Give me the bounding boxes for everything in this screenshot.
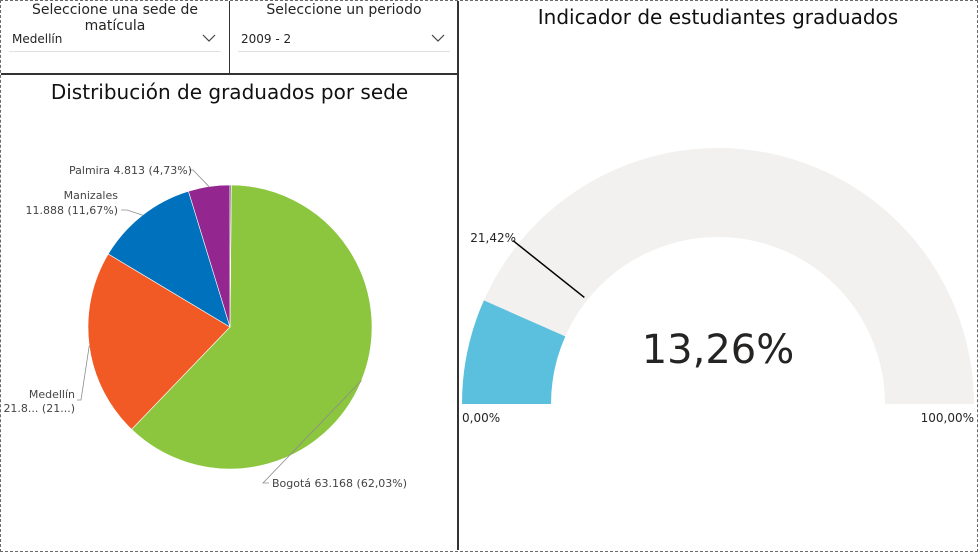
sede-slicer: Seleccione una sede de matícula Medellín [1, 1, 230, 75]
pie-leader-line [121, 209, 143, 216]
pie-leader-line [77, 345, 90, 401]
sede-dropdown[interactable]: Medellín [9, 26, 221, 52]
pie-slice-other[interactable] [229, 184, 232, 328]
gauge-track-arc [462, 148, 974, 404]
pie-data-label: 11.888 (11,67%) [25, 204, 118, 217]
panel-divider [457, 1, 459, 550]
pie-slice-medellin[interactable] [87, 253, 231, 430]
sede-slicer-title: Seleccione una sede de matícula [32, 2, 198, 34]
pie-slice-manizales[interactable] [107, 190, 231, 328]
chevron-down-icon [202, 34, 216, 42]
pie-chart-visual: Distribución de graduados por sede Bogot… [1, 76, 458, 550]
gauge-value-arc[interactable] [462, 300, 566, 404]
gauge-min-label: 0,00% [462, 411, 500, 425]
gauge-visual: Indicador de estudiantes graduados 21,42… [459, 1, 977, 550]
gauge-target-marker [512, 240, 585, 299]
pie-data-label: Palmira 4.813 (4,73%) [69, 164, 192, 177]
pie-chart-title: Distribución de graduados por sede [50, 80, 409, 104]
gauge-value-label: 13,26% [642, 327, 795, 373]
chevron-down-icon [431, 34, 445, 42]
pie-data-label: Medellín [29, 388, 75, 401]
sede-dropdown-value: Medellín [12, 32, 63, 46]
periodo-dropdown-value: 2009 - 2 [241, 32, 292, 46]
pie-data-label: Bogotá 63.168 (62,03%) [272, 477, 407, 490]
pie-leader-line [262, 380, 362, 484]
pie-data-label: 21.8... (21...) [3, 402, 75, 415]
gauge-max-label: 100,00% [921, 411, 974, 425]
gauge-svg: 21,42% 13,26% 0,00% 100,00% [462, 148, 974, 425]
periodo-slicer-title: Seleccione un periodo [266, 2, 422, 18]
pie-data-label: Manizales [64, 189, 119, 202]
periodo-dropdown[interactable]: 2009 - 2 [238, 26, 450, 52]
pie-leader-line [189, 169, 210, 187]
gauge-title: Indicador de estudiantes graduados [537, 5, 899, 29]
gauge-target-label: 21,42% [470, 231, 516, 245]
pie-slice-bogota[interactable] [131, 184, 373, 470]
periodo-slicer: Seleccione un periodo 2009 - 2 [230, 1, 458, 75]
